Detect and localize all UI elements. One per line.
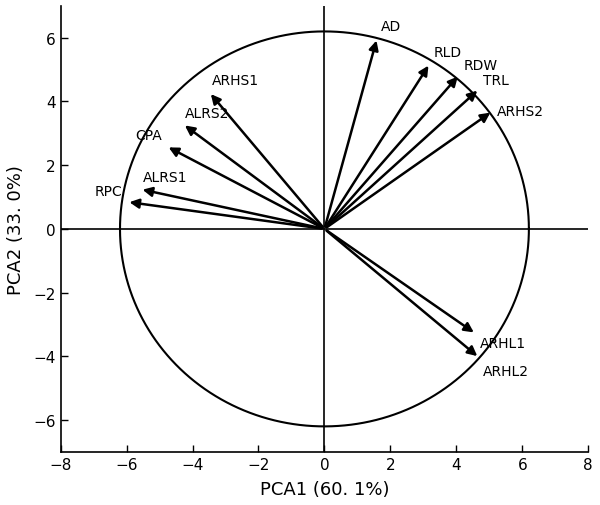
X-axis label: PCA1 (60. 1%): PCA1 (60. 1%)	[260, 480, 389, 498]
Text: RDW: RDW	[464, 59, 498, 73]
Text: AD: AD	[381, 20, 401, 34]
Text: ARHL2: ARHL2	[484, 364, 529, 378]
Text: TRL: TRL	[484, 74, 509, 88]
Text: ALRS1: ALRS1	[142, 171, 187, 185]
Text: ARHL1: ARHL1	[480, 336, 526, 350]
Text: ARHS1: ARHS1	[212, 74, 259, 88]
Text: ALRS2: ALRS2	[185, 107, 230, 121]
Y-axis label: PCA2 (33. 0%): PCA2 (33. 0%)	[7, 165, 25, 294]
Text: ARHS2: ARHS2	[497, 105, 544, 119]
Text: CPA: CPA	[136, 129, 162, 143]
Text: RPC: RPC	[95, 185, 122, 198]
Text: RLD: RLD	[434, 46, 462, 60]
